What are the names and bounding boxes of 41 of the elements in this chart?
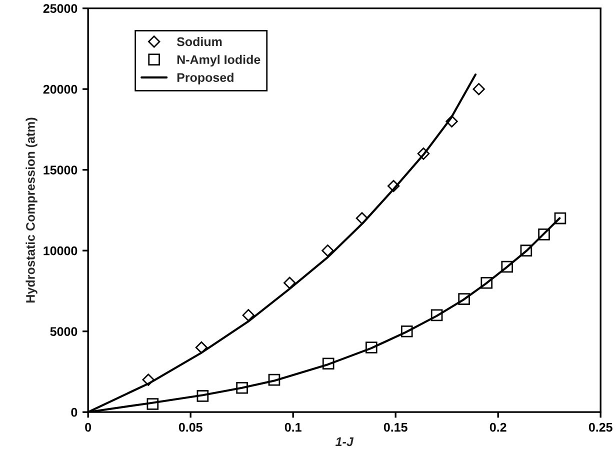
y-tick-label: 15000 <box>44 166 78 174</box>
point <box>430 309 443 322</box>
point <box>472 82 485 96</box>
y-tick-label: 0 <box>71 408 78 417</box>
point <box>322 358 334 370</box>
x-tick-label: 0.15 <box>384 422 408 432</box>
point <box>520 244 532 256</box>
legend-label: Sodium <box>176 36 222 46</box>
point <box>400 325 413 338</box>
x-tick-label: 0.25 <box>588 422 612 432</box>
point <box>446 115 458 128</box>
point <box>417 148 430 160</box>
y-tick-label: 10000 <box>44 246 78 256</box>
point <box>554 212 566 224</box>
point <box>236 382 248 394</box>
point <box>458 293 470 305</box>
y-tick-label: 5000 <box>50 327 78 336</box>
point <box>322 244 334 257</box>
x-tick-label: 0.2 <box>490 422 506 432</box>
point <box>196 390 209 402</box>
point <box>366 342 378 354</box>
point <box>146 398 159 410</box>
point <box>268 374 280 386</box>
x-tick-label: 0.1 <box>284 422 302 432</box>
x-tick-label: 0.05 <box>178 422 202 432</box>
point <box>142 374 154 386</box>
x-tick-label: 0 <box>85 422 92 432</box>
x-axis-title: 1-J <box>336 437 354 446</box>
y-axis-title: Hydrostatic Compression (atm) <box>26 118 38 302</box>
point <box>284 276 296 289</box>
point <box>538 228 550 240</box>
legend-label: Proposed <box>177 72 234 84</box>
point <box>387 180 400 192</box>
legend-label: N-Amyl Iodide <box>177 54 260 67</box>
y-tick-label: 20000 <box>43 84 78 94</box>
point <box>480 276 493 289</box>
point <box>356 212 368 224</box>
point <box>501 260 514 273</box>
y-tick-label: 25000 <box>43 4 78 13</box>
point <box>242 309 254 322</box>
point <box>195 341 208 354</box>
